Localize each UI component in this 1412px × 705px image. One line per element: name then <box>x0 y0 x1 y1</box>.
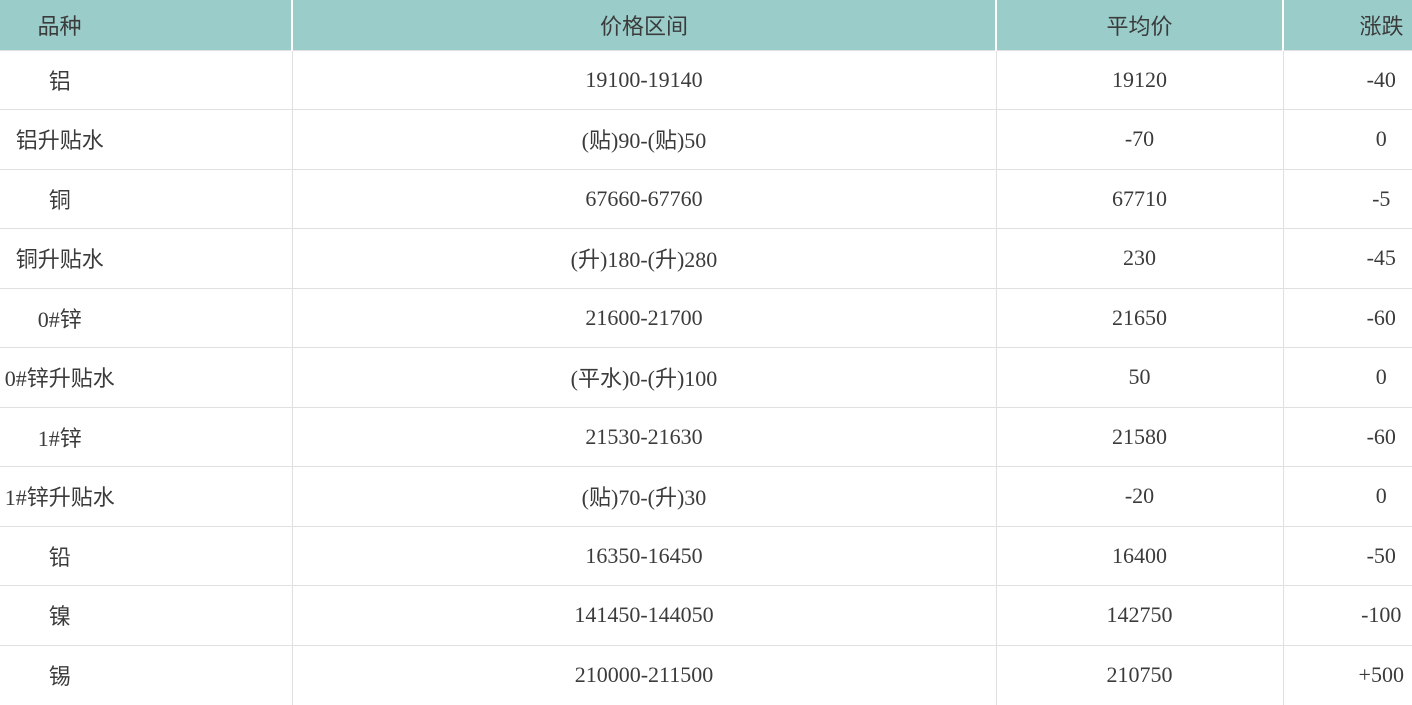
variety-cell: 1#锌升贴水 <box>0 466 292 526</box>
table-row: 铜 67660-67760 67710 -5 <box>0 168 1412 229</box>
change-cell: -100 <box>1282 585 1412 645</box>
table-header-row: 品种 价格区间 平均价 涨跌 <box>0 0 1412 50</box>
table-row: 锡 210000-211500 210750 +500 <box>0 644 1412 705</box>
price-range-cell: 19100-19140 <box>291 49 996 110</box>
change-cell: -60 <box>1282 406 1412 467</box>
avg-price-cell: 67710 <box>995 168 1283 229</box>
header-variety: 品种 <box>0 0 292 50</box>
price-range-cell: (贴)70-(升)30 <box>291 466 996 526</box>
change-cell: -5 <box>1282 168 1412 229</box>
table-row: 0#锌 21600-21700 21650 -60 <box>0 287 1412 348</box>
header-avg-price: 平均价 <box>995 0 1283 50</box>
avg-price-cell: 21580 <box>995 406 1283 467</box>
price-range-cell: 210000-211500 <box>291 644 996 705</box>
price-range-cell: 16350-16450 <box>291 525 996 586</box>
change-cell: -40 <box>1282 49 1412 110</box>
table-row: 0#锌升贴水 (平水)0-(升)100 50 0 <box>0 347 1412 407</box>
variety-cell: 铅 <box>0 525 292 586</box>
change-cell: +500 <box>1282 644 1412 705</box>
variety-cell: 铜 <box>0 168 292 229</box>
avg-price-cell: 21650 <box>995 287 1283 348</box>
header-change: 涨跌 <box>1282 0 1412 50</box>
variety-cell: 镍 <box>0 585 292 645</box>
avg-price-cell: -20 <box>995 466 1283 526</box>
change-cell: 0 <box>1282 109 1412 169</box>
change-cell: -60 <box>1282 287 1412 348</box>
variety-cell: 0#锌 <box>0 287 292 348</box>
avg-price-cell: -70 <box>995 109 1283 169</box>
variety-cell: 1#锌 <box>0 406 292 467</box>
table-row: 铝升贴水 (贴)90-(贴)50 -70 0 <box>0 109 1412 169</box>
change-cell: 0 <box>1282 347 1412 407</box>
table-row: 1#锌升贴水 (贴)70-(升)30 -20 0 <box>0 466 1412 526</box>
table-row: 1#锌 21530-21630 21580 -60 <box>0 406 1412 467</box>
price-range-cell: (贴)90-(贴)50 <box>291 109 996 169</box>
price-range-cell: (升)180-(升)280 <box>291 228 996 288</box>
price-range-cell: 21530-21630 <box>291 406 996 467</box>
variety-cell: 铜升贴水 <box>0 228 292 288</box>
header-price-range: 价格区间 <box>291 0 996 50</box>
table-row: 铜升贴水 (升)180-(升)280 230 -45 <box>0 228 1412 288</box>
table-row: 镍 141450-144050 142750 -100 <box>0 585 1412 645</box>
price-range-cell: (平水)0-(升)100 <box>291 347 996 407</box>
variety-cell: 铝 <box>0 49 292 110</box>
change-cell: -50 <box>1282 525 1412 586</box>
variety-cell: 铝升贴水 <box>0 109 292 169</box>
avg-price-cell: 19120 <box>995 49 1283 110</box>
avg-price-cell: 16400 <box>995 525 1283 586</box>
price-range-cell: 67660-67760 <box>291 168 996 229</box>
price-range-cell: 141450-144050 <box>291 585 996 645</box>
avg-price-cell: 230 <box>995 228 1283 288</box>
avg-price-cell: 142750 <box>995 585 1283 645</box>
avg-price-cell: 50 <box>995 347 1283 407</box>
avg-price-cell: 210750 <box>995 644 1283 705</box>
variety-cell: 锡 <box>0 644 292 705</box>
change-cell: 0 <box>1282 466 1412 526</box>
table-row: 铅 16350-16450 16400 -50 <box>0 525 1412 586</box>
change-cell: -45 <box>1282 228 1412 288</box>
price-range-cell: 21600-21700 <box>291 287 996 348</box>
variety-cell: 0#锌升贴水 <box>0 347 292 407</box>
table-row: 铝 19100-19140 19120 -40 <box>0 49 1412 110</box>
